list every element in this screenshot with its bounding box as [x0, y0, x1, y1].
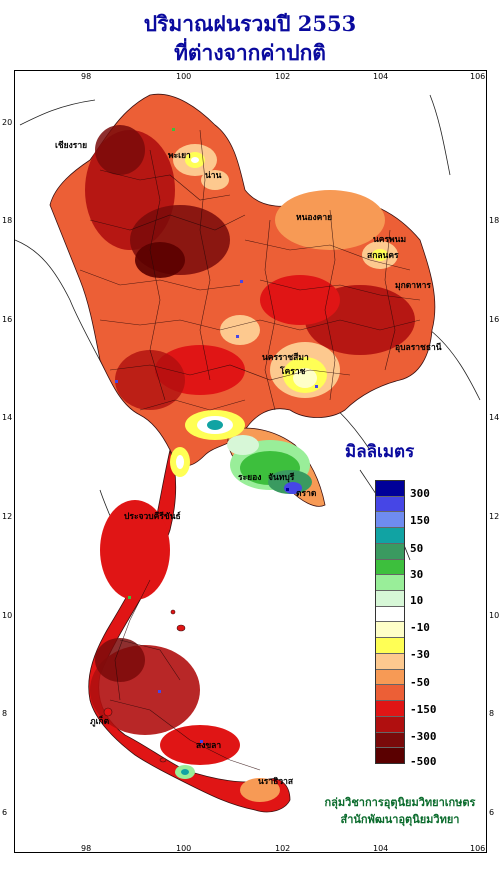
legend-swatch: [376, 591, 404, 607]
province-label: สงขลา: [196, 741, 221, 751]
y-tick-left: 14: [2, 413, 13, 422]
x-tick-top: 100: [176, 72, 192, 81]
legend-label: -150: [410, 703, 437, 716]
legend-swatch: [376, 669, 404, 686]
y-tick-left: 6: [2, 808, 8, 817]
province-label: อุบลราชธานี: [395, 342, 442, 353]
legend-swatch: [376, 512, 404, 529]
legend-swatch: [376, 575, 404, 592]
x-tick-bottom: 106: [470, 844, 486, 853]
y-tick-right: 8: [489, 709, 495, 718]
province-label: พะเยา: [168, 151, 191, 161]
y-tick-left: 12: [2, 512, 13, 521]
legend-swatch: [376, 481, 404, 497]
credit-line-1: กลุ่มวิชาการอุตุนิยมวิทยาเกษตร: [324, 796, 476, 809]
legend-swatch: [376, 543, 404, 560]
x-tick-bottom: 102: [275, 844, 291, 853]
province-label: สกลนคร: [367, 251, 399, 261]
y-tick-right: 14: [489, 413, 500, 422]
map-title: ปริมาณฝนรวมปี 2553: [143, 11, 357, 36]
province-label: ตราด: [296, 489, 317, 499]
province-label: นราธิวาส: [258, 776, 294, 787]
y-tick-left: 20: [2, 118, 13, 127]
province-label: ระยอง: [238, 473, 261, 483]
legend-swatch: [376, 748, 404, 763]
x-tick-bottom: 104: [373, 844, 389, 853]
legend-label: -10: [410, 621, 430, 634]
legend-swatch: [376, 559, 404, 576]
y-tick-right: 16: [489, 315, 500, 324]
legend-swatch: [376, 606, 404, 623]
credit-line-2: สำนักพัฒนาอุตุนิยมวิทยา: [340, 813, 460, 826]
rainfall-contours: [85, 125, 415, 802]
legend-label: -500: [410, 755, 437, 768]
islands: [103, 609, 186, 763]
legend-swatch: [376, 732, 404, 749]
legend-label: 50: [410, 542, 424, 555]
province-label: หนองคาย: [296, 213, 332, 223]
legend-label: -50: [410, 676, 430, 689]
legend-swatch: [376, 638, 404, 654]
x-tick-bottom: 100: [176, 844, 192, 853]
x-tick-top: 102: [275, 72, 291, 81]
legend-swatch: [376, 653, 404, 670]
province-label: จันทบุรี: [268, 472, 295, 483]
legend-swatch: [376, 701, 404, 717]
y-tick-right: 10: [489, 611, 500, 620]
legend-label: 30: [410, 568, 424, 581]
y-tick-right: 12: [489, 512, 500, 521]
province-borders: [79, 129, 421, 771]
province-label: นครราชสีมา: [262, 352, 309, 363]
province-label: โคราช: [279, 366, 306, 377]
province-label: มุกดาหาร: [395, 281, 431, 291]
legend-title: มิลลิเมตร: [345, 442, 415, 462]
legend-colorbar: [375, 480, 405, 764]
legend-label: 150: [410, 514, 430, 527]
y-tick-right: 18: [489, 216, 500, 225]
legend-swatch: [376, 496, 404, 513]
legend-label: -30: [410, 648, 430, 661]
y-tick-left: 8: [2, 709, 8, 718]
station-markers: [115, 128, 318, 743]
province-label: น่าน: [205, 170, 222, 181]
x-tick-bottom: 98: [81, 844, 92, 853]
legend-label: -300: [410, 730, 437, 743]
province-label: นครพนม: [373, 235, 406, 245]
legend-swatch: [376, 528, 404, 544]
province-label: ประจวบคีรีขันธ์: [124, 511, 181, 522]
y-tick-right: 6: [489, 808, 495, 817]
legend-swatch: [376, 716, 404, 733]
x-tick-top: 104: [373, 72, 389, 81]
legend-label: 10: [410, 594, 424, 607]
legend-swatch: [376, 685, 404, 702]
x-tick-top: 106: [470, 72, 486, 81]
legend-label: 300: [410, 487, 430, 500]
map-subtitle: ที่ต่างจากค่าปกติ: [174, 40, 326, 65]
province-label: เชียงราย: [55, 140, 87, 151]
legend-swatch: [376, 622, 404, 639]
x-tick-top: 98: [81, 72, 92, 81]
y-tick-left: 16: [2, 315, 13, 324]
y-tick-left: 10: [2, 611, 13, 620]
y-tick-left: 18: [2, 216, 13, 225]
province-labels: เชียงราย พะเยา น่าน หนองคาย นครพนม สกลนค…: [55, 140, 442, 787]
province-label: ภูเก็ต: [90, 714, 110, 727]
